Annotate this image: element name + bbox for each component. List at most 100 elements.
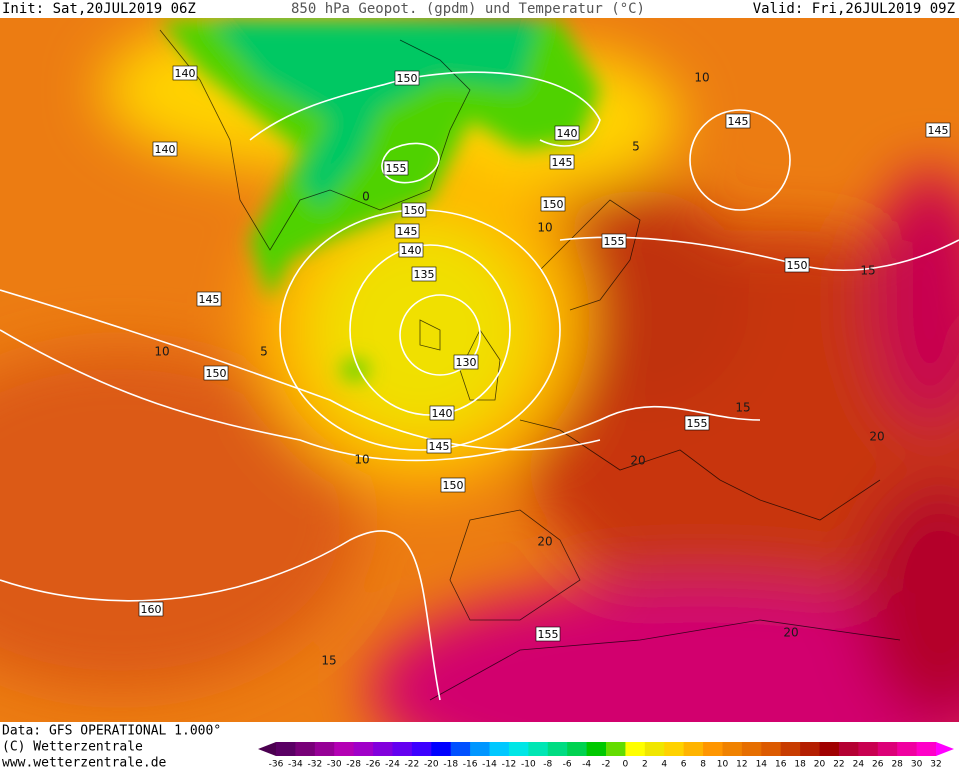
colorbar-cell	[916, 742, 937, 756]
geopotential-label: 155	[538, 628, 559, 641]
colorbar-high-arrow	[936, 742, 954, 756]
geopotential-label: 135	[414, 268, 435, 281]
colorbar-tick-label: -20	[424, 760, 439, 770]
init-time: Init: Sat,20JUL2019 06Z	[2, 1, 196, 17]
temperature-label: 15	[321, 654, 336, 668]
contour-label-box	[725, 113, 751, 129]
temperature-label: 20	[537, 535, 552, 549]
contour-label-box	[601, 233, 627, 249]
colorbar-tick-label: -10	[521, 760, 536, 770]
geopotential-label: 155	[604, 235, 625, 248]
contour-label-box	[549, 154, 575, 170]
colorbar-cell	[761, 742, 782, 756]
colorbar-tick-label: -28	[346, 760, 361, 770]
geopotential-label: 145	[728, 115, 749, 128]
temperature-label: 20	[869, 430, 884, 444]
colorbar-cell	[683, 742, 704, 756]
colorbar-tick-label: 22	[833, 760, 844, 770]
colorbar-tick-label: 0	[623, 760, 629, 770]
contour-label-box	[411, 266, 437, 282]
colorbar-tick-label: -30	[327, 760, 342, 770]
colorbar: -36 -34 -32 -30 -28 -26 -24 -22 -20 -18 -16 -14 -12-…	[258, 742, 954, 770]
colorbar-cell	[606, 742, 626, 756]
colorbar-cell	[586, 742, 607, 756]
colorbar-cell	[314, 742, 335, 756]
colorbar-tick-label: 16	[775, 760, 787, 770]
geopotential-label: 145	[429, 440, 450, 453]
data-source: Data: GFS OPERATIONAL 1.000°	[2, 724, 221, 739]
colorbar-cell	[780, 742, 801, 756]
contour-label-box	[535, 626, 561, 642]
temperature-label: 20	[783, 626, 798, 640]
temperature-label: 15	[860, 264, 875, 278]
colorbar-tick-label: -8	[543, 760, 552, 770]
geopotential-label: 145	[199, 293, 220, 306]
colorbar-tick-label: -32	[307, 760, 322, 770]
colorbar-cell	[664, 742, 685, 756]
colorbar-cell	[528, 742, 549, 756]
colorbar-cell	[392, 742, 413, 756]
colorbar-cell	[897, 742, 918, 756]
colorbar-tick-label: -6	[563, 760, 572, 770]
website: www.wetterzentrale.de	[2, 756, 167, 770]
geopotential-label: 150	[543, 198, 564, 211]
map	[0, 18, 959, 722]
contour-label-box	[152, 141, 178, 157]
colorbar-cell	[276, 742, 296, 756]
colorbar-cell	[819, 742, 840, 756]
temperature-label: 10	[154, 345, 169, 359]
colorbar-cell	[877, 742, 898, 756]
colorbar-cell	[431, 742, 452, 756]
colorbar-tick-label: 28	[891, 760, 903, 770]
contour-label-box	[203, 365, 229, 381]
colorbar-cell	[547, 742, 568, 756]
colorbar-tick-label: 4	[661, 760, 667, 770]
colorbar-tick-label: -2	[602, 760, 611, 770]
colorbar-tick-label: -12	[502, 760, 517, 770]
map-title: 850 hPa Geopot. (gpdm) und Temperatur (°…	[291, 1, 645, 17]
contour-label-box	[401, 202, 427, 218]
colorbar-cell	[470, 742, 491, 756]
colorbar-tick-label: -16	[463, 760, 478, 770]
colorbar-tick-label: -18	[443, 760, 458, 770]
colorbar-tick-label: -36	[269, 760, 284, 770]
contour-label-box	[196, 291, 222, 307]
geopotential-label: 130	[456, 356, 477, 369]
contour-label-box	[394, 223, 420, 239]
temperature-label: 10	[354, 453, 369, 467]
colorbar-cell	[858, 742, 879, 756]
contour-label-box	[383, 160, 409, 176]
colorbar-tick-label: 8	[700, 760, 706, 770]
colorbar-cell	[722, 742, 743, 756]
geopotential-label: 150	[404, 204, 425, 217]
temperature-label: 0	[362, 190, 370, 204]
colorbar-tick-label: 18	[794, 760, 806, 770]
coastlines	[159, 29, 901, 701]
contour-label-box	[925, 122, 951, 138]
geopotential-label: 150	[787, 259, 808, 272]
geopotential-label: 150	[206, 367, 227, 380]
colorbar-tick-label: 30	[911, 760, 923, 770]
colorbar-tick-label: 10	[717, 760, 729, 770]
colorbar-cell	[508, 742, 529, 756]
geopotential-contours	[0, 71, 959, 701]
colorbar-tick-label: 24	[853, 760, 865, 770]
colorbar-tick-label: 12	[736, 760, 747, 770]
colorbar-tick-label: 20	[814, 760, 826, 770]
colorbar-tick-label: -4	[582, 760, 591, 770]
valid-time: Valid: Fri,26JUL2019 09Z	[753, 1, 955, 17]
colorbar-cell	[411, 742, 432, 756]
cold-area	[160, 20, 600, 380]
colorbar-low-arrow	[258, 742, 276, 756]
colorbar-cell	[838, 742, 859, 756]
colorbar-cell	[800, 742, 821, 756]
colorbar-cell	[373, 742, 393, 756]
colorbar-cell	[295, 742, 316, 756]
colorbar-tick-label: 26	[872, 760, 884, 770]
colorbar-tick-label: 32	[930, 760, 941, 770]
contour-label-box	[426, 438, 452, 454]
colorbar-tick-label: -34	[288, 760, 303, 770]
